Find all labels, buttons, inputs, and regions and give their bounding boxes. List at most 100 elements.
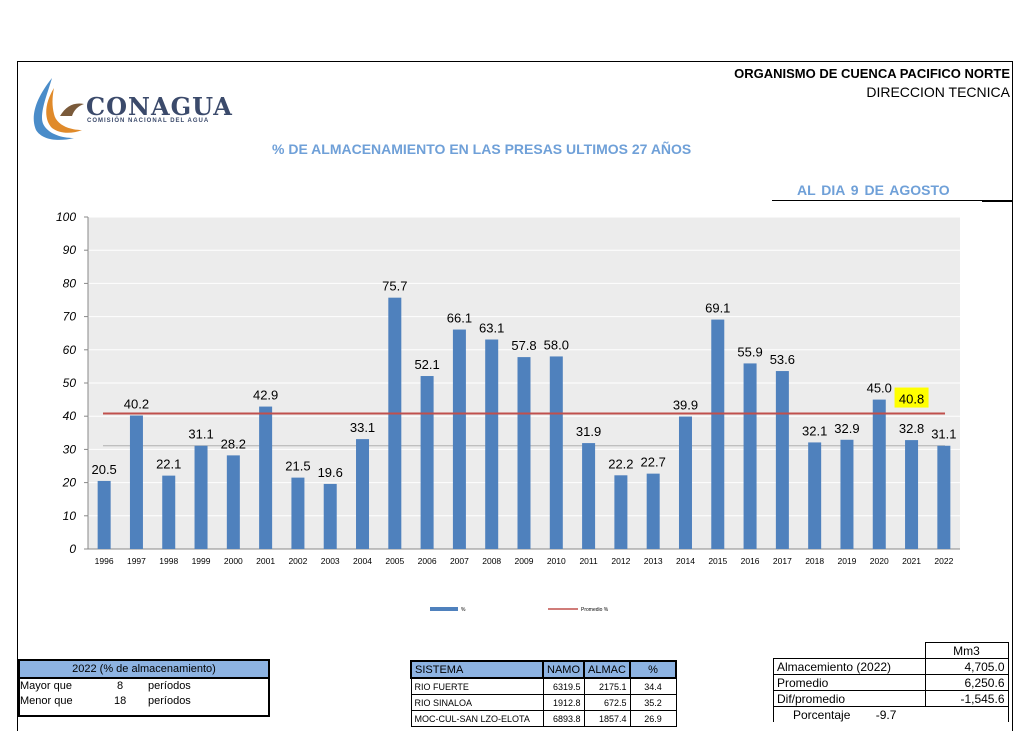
bar: [937, 445, 951, 549]
data-label: 42.9: [253, 388, 278, 403]
data-label: 31.1: [931, 427, 956, 442]
average-label: 40.8: [899, 392, 924, 407]
x-tick-label: 2000: [224, 556, 243, 566]
bar: [129, 415, 143, 549]
bar: [646, 473, 660, 549]
org-name: ORGANISMO DE CUENCA PACIFICO NORTE: [734, 66, 1010, 81]
data-label: 31.1: [188, 427, 213, 442]
almac-value: 2175.1: [583, 677, 631, 695]
systems-header-row: SISTEMA NAMO ALMAC %: [410, 660, 677, 679]
stats-unit: Mm3: [924, 642, 1009, 659]
namo-value: 6893.8: [542, 710, 585, 727]
x-tick-label: 2007: [450, 556, 469, 566]
y-tick-label: 60: [63, 343, 77, 357]
data-label: 69.1: [705, 301, 730, 316]
stats-table: Mm3 Almacemiento (2022) 4,705.0 Promedio…: [773, 642, 1009, 722]
x-tick-label: 2002: [288, 556, 307, 566]
bar: [356, 439, 370, 549]
x-tick-label: 1997: [127, 556, 146, 566]
x-tick-label: 2019: [838, 556, 857, 566]
bar: [905, 440, 919, 549]
stats-value: -1,545.6: [924, 690, 1009, 707]
x-tick-label: 2005: [385, 556, 404, 566]
bar: [452, 329, 466, 549]
bar: [420, 376, 434, 549]
data-label: 40.2: [124, 397, 149, 412]
data-label: 32.9: [834, 421, 859, 436]
x-tick-label: 2022: [934, 556, 953, 566]
conagua-logo-icon: [33, 78, 84, 140]
bar: [323, 483, 337, 549]
legend-label-bars: %: [461, 607, 466, 613]
bar: [388, 297, 402, 549]
systems-table: SISTEMA NAMO ALMAC % RIO FUERTE 6319.5 2…: [410, 660, 677, 727]
stats-unit-row: Mm3: [774, 642, 1009, 659]
x-tick-label: 2010: [547, 556, 566, 566]
y-tick-label: 30: [63, 442, 77, 456]
data-label: 21.5: [285, 459, 310, 474]
logo-text: CONAGUA: [86, 92, 233, 121]
data-label: 28.2: [221, 436, 246, 451]
stats-label: Almacemiento (2022): [773, 658, 926, 675]
stats-value: 6,250.6: [924, 674, 1009, 691]
y-tick-label: 40: [63, 409, 77, 423]
bar: [97, 480, 111, 549]
almac-value: 1857.4: [583, 710, 631, 727]
bar: [775, 371, 789, 549]
bar: [259, 406, 273, 549]
data-label: 32.8: [899, 421, 924, 436]
data-label: 66.1: [447, 311, 472, 326]
y-tick-label: 10: [63, 509, 77, 523]
y-tick-label: 70: [63, 310, 77, 324]
x-tick-label: 2021: [902, 556, 921, 566]
bar: [549, 356, 563, 549]
y-tick-label: 50: [63, 376, 77, 390]
data-label: 22.7: [641, 455, 666, 470]
stats-label: Dif/promedio: [773, 690, 926, 707]
x-tick-label: 1999: [192, 556, 211, 566]
date-underline: [772, 200, 1012, 201]
bar: [485, 339, 499, 549]
data-label: 58.0: [544, 337, 569, 352]
data-label: 22.1: [156, 457, 181, 472]
legend-label-average: Promedio %: [581, 607, 609, 613]
bar: [872, 399, 886, 549]
summary-label: Menor que: [20, 695, 73, 707]
table-row: RIO FUERTE 6319.5 2175.1 34.4: [410, 677, 677, 695]
col-almac: ALMAC: [583, 660, 631, 679]
x-tick-label: 2001: [256, 556, 275, 566]
bar: [291, 477, 305, 549]
y-tick-label: 100: [56, 210, 76, 224]
bar: [162, 475, 176, 549]
summary-unit: períodos: [148, 695, 191, 707]
average-label-highlight: [894, 387, 929, 408]
table-row: Dif/promedio -1,545.6: [773, 690, 1009, 707]
data-label: 32.1: [802, 423, 827, 438]
summary-count: 8: [117, 680, 124, 692]
x-tick-label: 2008: [482, 556, 501, 566]
sistema-name: RIO SINALOA: [410, 694, 544, 711]
x-tick-label: 2020: [870, 556, 889, 566]
summary-label: Mayor que: [20, 680, 72, 692]
col-sistema: SISTEMA: [410, 660, 544, 679]
table-row: RIO SINALOA 1912.8 672.5 35.2: [410, 694, 677, 711]
col-namo: NAMO: [542, 660, 585, 679]
summary-heading: 2022 (% de almacenamiento): [18, 659, 270, 679]
data-label: 20.5: [91, 462, 116, 477]
x-tick-label: 2018: [805, 556, 824, 566]
pct-value: 35.2: [629, 694, 677, 711]
y-tick-label: 90: [63, 243, 77, 257]
x-tick-label: 1998: [159, 556, 178, 566]
report-frame: [17, 61, 1013, 731]
x-tick-label: 2009: [515, 556, 534, 566]
x-tick-label: 2013: [644, 556, 663, 566]
y-tick-label: 20: [62, 476, 77, 490]
data-label: 57.8: [511, 338, 536, 353]
bar: [808, 442, 822, 549]
x-tick-label: 1996: [95, 556, 114, 566]
x-tick-label: 2006: [418, 556, 437, 566]
bar: [517, 357, 531, 549]
stats-label: Promedio: [773, 674, 926, 691]
org-department: DIRECCION TECNICA: [866, 84, 1010, 100]
legend-swatch-bars: [430, 607, 458, 611]
